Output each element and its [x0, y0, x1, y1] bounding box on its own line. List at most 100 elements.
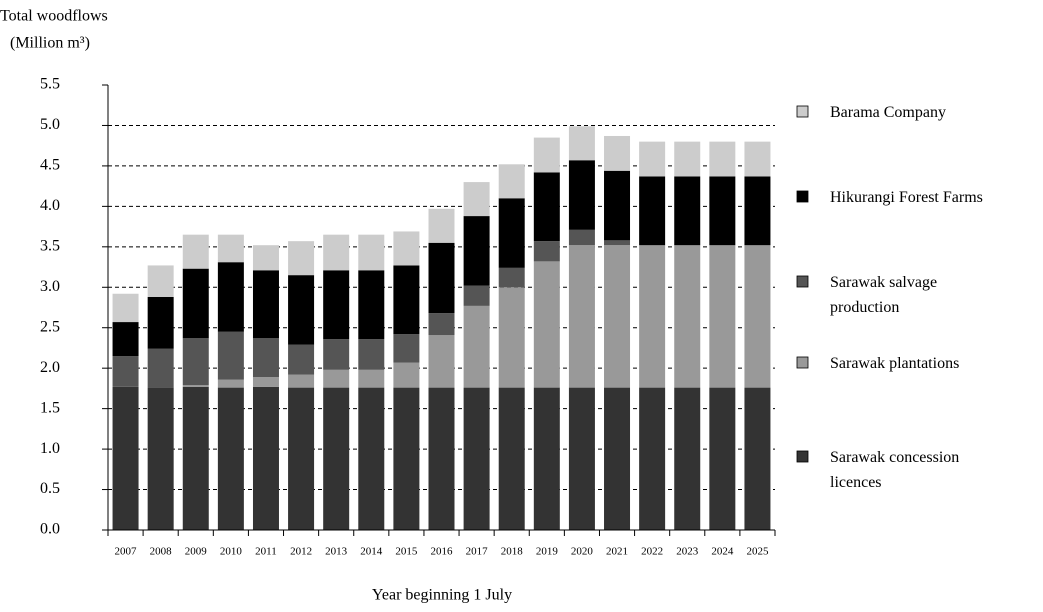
y-tick-label: 5.0	[40, 116, 60, 133]
bar-segment	[568, 229, 595, 246]
bar-segment	[112, 322, 139, 357]
bar-segment	[428, 387, 455, 530]
y-tick-label: 4.0	[40, 197, 60, 214]
y-tick-label: 3.0	[40, 278, 60, 295]
legend-swatch	[796, 105, 809, 118]
bar-segment	[744, 387, 771, 530]
bar-segment	[533, 387, 560, 530]
bar-segment	[323, 270, 350, 340]
bar-segment	[744, 176, 771, 246]
bar-segment	[147, 387, 174, 530]
bar-segment	[463, 305, 490, 388]
x-tick-label: 2010	[220, 546, 243, 558]
bar-segment	[639, 387, 666, 530]
x-tick-label: 2022	[641, 546, 663, 558]
y-tick-label: 2.5	[40, 318, 60, 335]
bar-segment	[568, 126, 595, 161]
bar-segment	[428, 335, 455, 388]
bar-segment	[639, 141, 666, 177]
bar-segment	[252, 270, 279, 339]
bar-segment	[428, 313, 455, 336]
bar-segment	[639, 245, 666, 388]
legend-label: Sarawak plantations	[830, 354, 960, 372]
bar-segment	[323, 339, 350, 370]
x-tick-label: 2014	[360, 546, 383, 558]
bar-segment	[323, 234, 350, 271]
x-tick-label: 2012	[290, 546, 312, 558]
bar-segment	[393, 231, 420, 266]
bar-segment	[604, 135, 631, 171]
x-tick-label: 2021	[606, 546, 628, 558]
x-tick-label: 2023	[676, 546, 699, 558]
bar-segment	[323, 387, 350, 530]
bar-segment	[498, 267, 525, 288]
bar-segment	[112, 293, 139, 323]
bar-segment	[147, 296, 174, 349]
bar-segment	[533, 261, 560, 388]
legend-swatch	[796, 275, 809, 288]
bar-segment	[568, 245, 595, 388]
bar-segment	[217, 331, 244, 380]
y-tick-label: 0.0	[40, 521, 60, 538]
y-tick-label: 1.0	[40, 440, 60, 457]
x-tick-label: 2019	[536, 546, 559, 558]
x-tick-label: 2007	[115, 546, 138, 558]
y-axis-label: (Million m³)	[10, 35, 90, 52]
bar-segment	[112, 356, 139, 387]
bar-segment	[182, 386, 209, 530]
bar-segment	[358, 339, 385, 370]
y-tick-label: 3.5	[40, 237, 60, 254]
y-tick-label: 4.5	[40, 157, 60, 174]
bar-segment	[568, 387, 595, 530]
bar-segment	[393, 334, 420, 363]
bar-segment	[604, 170, 631, 241]
legend-label: Hikurangi Forest Farms	[830, 188, 983, 206]
bar-segment	[568, 160, 595, 230]
bar-segment	[252, 245, 279, 271]
bar-segment	[674, 387, 701, 530]
y-tick-label: 5.5	[40, 76, 60, 93]
bar-segment	[252, 377, 279, 387]
bar-segment	[639, 176, 666, 246]
bar-segment	[393, 362, 420, 388]
bar-segment	[182, 234, 209, 269]
x-tick-label: 2009	[185, 546, 208, 558]
x-tick-label: 2025	[746, 546, 769, 558]
y-tick-label: 0.5	[40, 480, 60, 497]
bar-segment	[288, 374, 315, 388]
bar-segment	[744, 245, 771, 388]
bar-segment	[288, 275, 315, 345]
x-axis-label: Year beginning 1 July	[372, 587, 512, 604]
bar-segment	[112, 386, 139, 530]
bar-segment	[288, 387, 315, 530]
bar-segment	[358, 270, 385, 340]
bar-segment	[463, 387, 490, 530]
x-tick-label: 2008	[150, 546, 173, 558]
bar-segment	[604, 245, 631, 388]
legend-label: Sarawak concession licences	[830, 448, 960, 491]
bar-segment	[498, 164, 525, 199]
x-tick-label: 2020	[571, 546, 594, 558]
bar-segment	[533, 172, 560, 242]
bar-segment	[217, 234, 244, 263]
bar-segment	[709, 176, 736, 246]
legend-swatch	[796, 356, 809, 369]
y-tick-label: 2.0	[40, 359, 60, 376]
x-tick-label: 2024	[711, 546, 734, 558]
bar-segment	[674, 176, 701, 246]
bar-segment	[147, 348, 174, 388]
bar-segment	[533, 241, 560, 262]
bar-segment	[217, 379, 244, 388]
legend-label: Sarawak salvage production	[830, 273, 938, 316]
x-tick-label: 2016	[431, 546, 454, 558]
bar-segment	[217, 387, 244, 530]
bar-segment	[288, 241, 315, 276]
bar-segment	[428, 242, 455, 314]
bar-segment	[358, 387, 385, 530]
legend-label: Barama Company	[830, 103, 946, 121]
x-tick-label: 2018	[501, 546, 524, 558]
bar-segment	[498, 387, 525, 530]
legend-swatch	[796, 450, 809, 463]
chart-title: Total woodflows	[0, 8, 108, 25]
